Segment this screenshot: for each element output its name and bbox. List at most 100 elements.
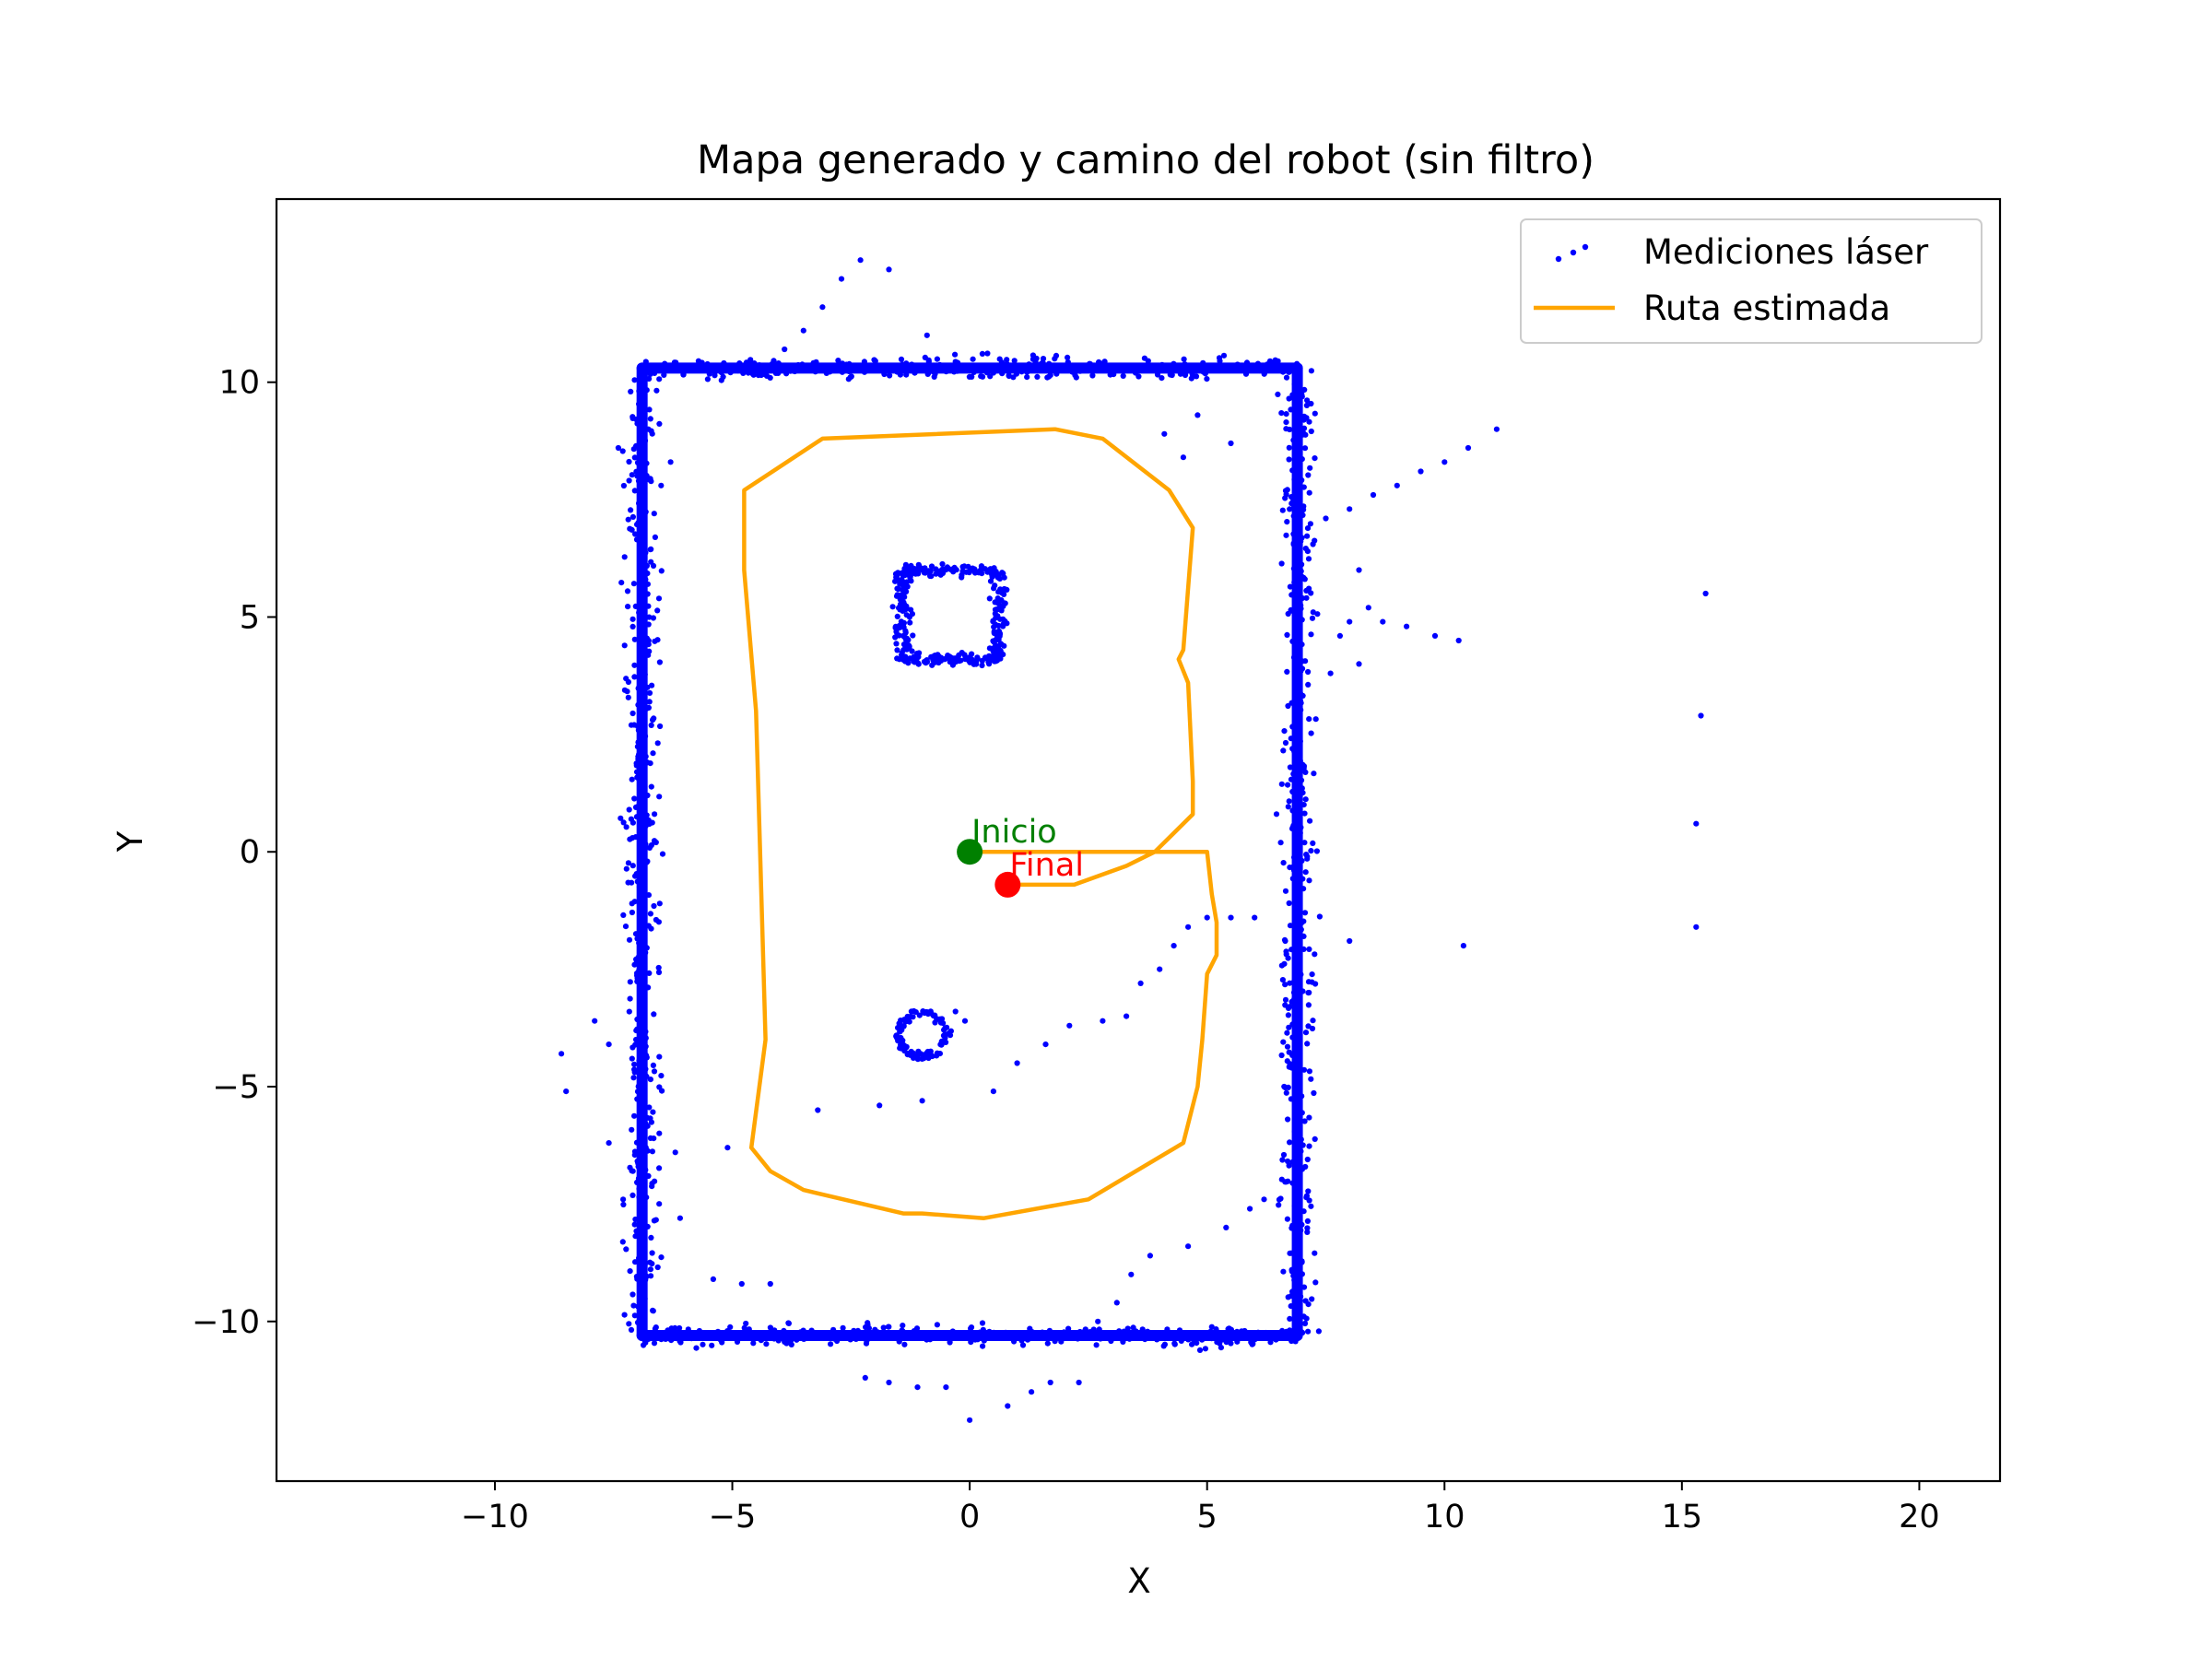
laser-point — [970, 356, 976, 362]
laser-point — [631, 1061, 638, 1067]
laser-point — [1006, 372, 1012, 380]
laser-point — [642, 549, 649, 556]
laser-point — [954, 368, 960, 374]
laser-point — [634, 978, 641, 984]
laser-point — [1278, 560, 1285, 567]
laser-point — [944, 1024, 950, 1030]
laser-point — [1194, 412, 1201, 418]
laser-point — [1305, 1023, 1312, 1030]
laser-point — [1208, 1335, 1215, 1342]
laser-point — [1293, 1214, 1300, 1220]
laser-point — [1289, 1021, 1296, 1028]
laser-point — [1234, 1328, 1241, 1335]
laser-point — [634, 1319, 641, 1325]
laser-point — [1295, 927, 1301, 934]
laser-point — [652, 1325, 659, 1332]
laser-point — [1097, 359, 1103, 366]
y-tick-label: 10 — [218, 365, 260, 402]
laser-point — [1177, 371, 1183, 377]
laser-point — [629, 863, 636, 869]
laser-point — [994, 595, 1001, 602]
legend-label-laser: Mediciones láser — [1643, 232, 1929, 272]
laser-point — [1300, 876, 1306, 882]
laser-point — [635, 756, 641, 762]
laser-point — [1120, 372, 1126, 379]
laser-point — [1297, 810, 1303, 817]
laser-point — [1019, 1342, 1027, 1348]
laser-point — [1005, 1403, 1011, 1409]
laser-point — [1291, 1277, 1298, 1284]
laser-point — [816, 365, 822, 371]
laser-point — [619, 1239, 626, 1245]
laser-point — [968, 1325, 974, 1332]
laser-point — [1289, 807, 1296, 814]
laser-point — [1288, 947, 1295, 953]
laser-point — [640, 1325, 646, 1332]
laser-point — [896, 605, 902, 611]
laser-point — [640, 826, 646, 832]
laser-point — [1306, 489, 1312, 496]
laser-point — [724, 1332, 730, 1338]
laser-point — [1220, 352, 1228, 359]
laser-point — [894, 613, 900, 620]
laser-point — [903, 371, 910, 378]
laser-point — [749, 371, 756, 377]
laser-point — [1296, 732, 1302, 738]
laser-point — [901, 601, 908, 607]
laser-point — [979, 1320, 986, 1326]
laser-point — [641, 677, 648, 684]
laser-point — [621, 642, 628, 649]
laser-point — [902, 584, 909, 591]
laser-point — [634, 878, 641, 885]
laser-point — [1120, 1338, 1126, 1345]
laser-point — [638, 1265, 644, 1271]
laser-point — [1296, 1014, 1302, 1020]
laser-point — [943, 369, 949, 375]
laser-point — [794, 1336, 800, 1343]
laser-point — [916, 1012, 923, 1018]
laser-point — [911, 1328, 917, 1335]
laser-point — [1303, 1193, 1310, 1199]
laser-point — [634, 1096, 641, 1102]
laser-point — [822, 1332, 830, 1338]
laser-point — [640, 1280, 646, 1287]
laser-point — [1282, 1002, 1288, 1008]
laser-point — [769, 360, 775, 368]
laser-point — [1188, 375, 1194, 382]
laser-point — [1283, 1179, 1289, 1185]
laser-point — [643, 1194, 650, 1201]
laser-point — [988, 365, 994, 371]
laser-point — [682, 362, 688, 369]
laser-point — [636, 1147, 642, 1154]
laser-point — [1295, 501, 1302, 508]
laser-point — [1159, 361, 1165, 368]
laser-point — [629, 900, 635, 907]
laser-point — [638, 864, 644, 870]
laser-point — [1219, 1334, 1226, 1340]
laser-point — [1124, 367, 1130, 373]
laser-point — [654, 740, 661, 747]
laser-point — [1298, 707, 1304, 713]
laser-point — [629, 1192, 636, 1198]
laser-point — [633, 1274, 641, 1280]
laser-point — [743, 1320, 749, 1327]
laser-point — [1019, 1330, 1026, 1336]
laser-point — [915, 363, 922, 370]
laser-point — [1046, 360, 1053, 367]
laser-point — [634, 459, 641, 466]
laser-point — [1287, 1004, 1293, 1010]
laser-point — [1281, 728, 1288, 735]
laser-point — [654, 637, 661, 643]
laser-point — [1208, 366, 1216, 372]
laser-point — [631, 1112, 638, 1119]
laser-point — [1308, 631, 1314, 638]
laser-point — [1026, 361, 1032, 368]
laser-point — [642, 1043, 649, 1050]
laser-point — [1061, 362, 1068, 369]
laser-point — [1300, 503, 1307, 510]
laser-point — [677, 1338, 683, 1345]
laser-point — [1282, 739, 1289, 747]
laser-point — [813, 359, 819, 365]
laser-point — [1304, 533, 1311, 539]
laser-point — [1305, 1188, 1312, 1194]
